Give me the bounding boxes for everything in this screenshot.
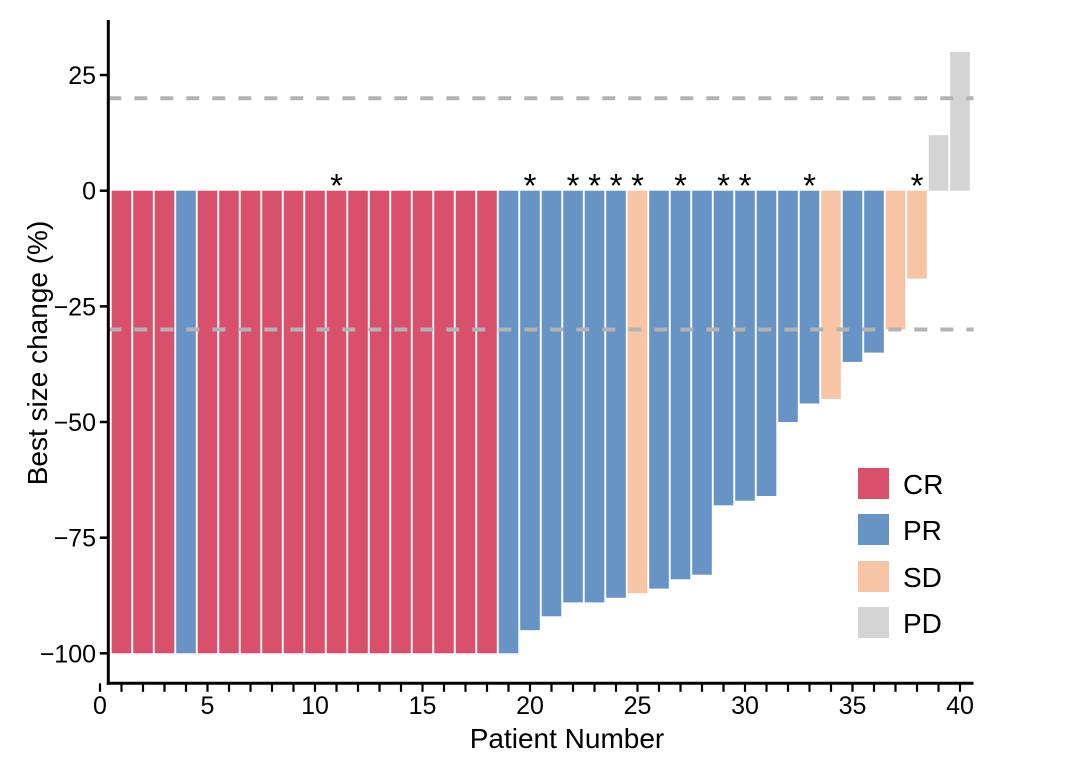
bar-patient-28-pr — [692, 190, 712, 575]
asterisk-patient-30: * — [739, 167, 752, 204]
asterisk-patient-11: * — [330, 167, 343, 204]
x-tick-label-5: 5 — [201, 692, 215, 720]
bar-patient-20-pr — [520, 190, 540, 631]
asterisk-patient-20: * — [524, 167, 537, 204]
bar-patient-11-cr — [326, 190, 347, 654]
asterisk-patient-27: * — [674, 167, 687, 204]
x-tick-label-25: 25 — [624, 692, 652, 720]
asterisk-patient-29: * — [717, 167, 730, 204]
bar-patient-26-pr — [649, 190, 669, 589]
asterisk-annotations-layer: * * * * * * * * * * * — [330, 167, 924, 204]
bar-patient-12-cr — [348, 190, 368, 654]
bar-patient-36-pr — [864, 190, 884, 353]
legend: CR PR SD PD — [858, 468, 943, 639]
x-axis-title: Patient Number — [470, 723, 665, 754]
bar-patient-19-pr — [498, 190, 519, 654]
bar-patient-23-pr — [584, 190, 605, 603]
legend-label-sd: SD — [903, 562, 942, 593]
legend-label-pr: PR — [903, 515, 942, 546]
asterisk-patient-22: * — [567, 167, 580, 204]
bar-patient-35-pr — [842, 190, 863, 362]
bar-patient-21-pr — [541, 190, 562, 617]
bar-patient-17-cr — [455, 190, 476, 654]
bar-patient-32-pr — [778, 190, 798, 422]
asterisk-patient-33: * — [803, 167, 816, 204]
bar-patient-39-pd — [928, 135, 949, 191]
x-tick-label-10: 10 — [301, 692, 329, 720]
bar-patient-27-pr — [670, 190, 691, 580]
legend-swatch-pd — [858, 607, 889, 638]
axes-layer: 25 0 −25 −50 −75 −100 0 5 10 15 20 25 30 35 40 — [40, 20, 974, 720]
bar-patient-24-pr — [606, 190, 626, 598]
bar-patient-13-cr — [369, 190, 390, 654]
y-tick-label--50: −50 — [54, 409, 96, 437]
bars-layer — [111, 51, 970, 654]
bar-patient-31-pr — [756, 190, 777, 496]
bar-patient-7-cr — [240, 190, 261, 654]
y-tick-label--75: −75 — [54, 525, 96, 553]
bar-patient-3-cr — [154, 190, 175, 654]
y-tick-label-0: 0 — [82, 178, 96, 206]
bar-patient-4-pr — [176, 190, 196, 654]
bar-patient-10-cr — [305, 190, 325, 654]
bar-patient-34-sd — [821, 190, 841, 399]
bar-patient-15-cr — [412, 190, 433, 654]
bar-patient-9-cr — [283, 190, 304, 654]
asterisk-patient-25: * — [631, 167, 644, 204]
y-tick-label--25: −25 — [54, 293, 96, 321]
bar-patient-22-pr — [563, 190, 583, 603]
x-tick-label-30: 30 — [731, 692, 759, 720]
bar-patient-38-sd — [907, 190, 927, 279]
legend-swatch-sd — [858, 561, 889, 592]
bar-patient-40-pd — [950, 51, 970, 191]
x-tick-label-0: 0 — [93, 692, 107, 720]
bar-patient-29-pr — [713, 190, 734, 506]
bar-patient-33-pr — [799, 190, 820, 404]
asterisk-patient-24: * — [610, 167, 623, 204]
bar-patient-6-cr — [219, 190, 239, 654]
legend-swatch-pr — [858, 514, 889, 545]
asterisk-patient-38: * — [911, 167, 924, 204]
bar-patient-14-cr — [391, 190, 411, 654]
bar-patient-37-sd — [885, 190, 906, 330]
x-tick-label-15: 15 — [409, 692, 437, 720]
bar-patient-5-cr — [197, 190, 218, 654]
x-tick-label-20: 20 — [516, 692, 544, 720]
bar-patient-18-cr — [477, 190, 497, 654]
legend-swatch-cr — [858, 468, 889, 499]
bar-patient-16-cr — [434, 190, 454, 654]
bar-patient-1-cr — [111, 190, 132, 654]
bar-patient-30-pr — [735, 190, 755, 501]
legend-label-cr: CR — [903, 469, 943, 500]
y-axis-title: Best size change (%) — [22, 221, 53, 486]
y-tick-label--100: −100 — [40, 640, 96, 668]
asterisk-patient-23: * — [588, 167, 601, 204]
legend-label-pd: PD — [903, 608, 942, 639]
bar-patient-8-cr — [262, 190, 282, 654]
x-tick-label-40: 40 — [946, 692, 974, 720]
bar-patient-2-cr — [133, 190, 153, 654]
bar-patient-25-sd — [627, 190, 648, 594]
y-tick-label-25: 25 — [68, 62, 96, 90]
x-tick-label-35: 35 — [839, 692, 867, 720]
